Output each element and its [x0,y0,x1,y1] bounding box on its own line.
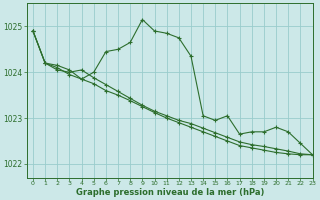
X-axis label: Graphe pression niveau de la mer (hPa): Graphe pression niveau de la mer (hPa) [76,188,264,197]
